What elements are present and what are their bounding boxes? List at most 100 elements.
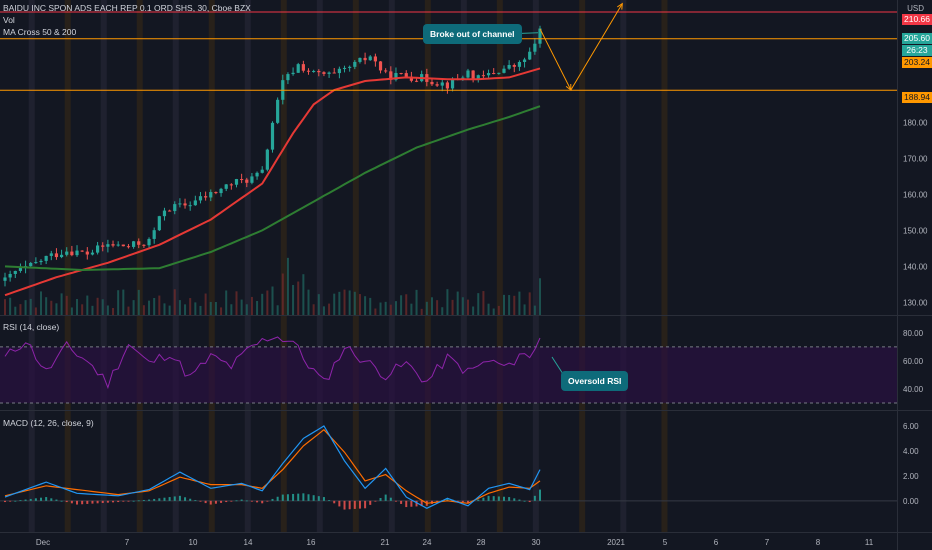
- volume-bar: [266, 290, 269, 315]
- volume-bar: [518, 291, 521, 315]
- macd-hist-bar: [137, 500, 140, 502]
- macd-hist-bar: [9, 500, 12, 502]
- candle-body: [70, 251, 74, 256]
- macd-hist-bar: [209, 500, 212, 505]
- session-band: [620, 0, 627, 532]
- time-tick-label: Dec: [36, 538, 50, 547]
- volume-bar: [364, 296, 367, 315]
- price-tick-label: 180.00: [903, 118, 928, 127]
- time-tick-label: 21: [381, 538, 390, 547]
- ma-cross-legend[interactable]: MA Cross 50 & 200: [3, 27, 77, 37]
- macd-hist-bar: [322, 497, 325, 501]
- volume-legend[interactable]: Vol: [3, 15, 15, 25]
- volume-bar: [307, 289, 310, 315]
- volume-bar: [528, 292, 531, 315]
- macd-hist-bar: [240, 499, 243, 501]
- candle-body: [18, 267, 23, 271]
- volume-bar: [163, 303, 166, 315]
- volume-bar: [14, 306, 17, 315]
- candle-body: [538, 28, 542, 44]
- volume-bar: [482, 291, 485, 315]
- volume-bar: [24, 300, 27, 315]
- volume-bar: [333, 293, 336, 315]
- volume-bar: [29, 298, 32, 315]
- macd-hist-bar: [477, 499, 480, 501]
- candle-body: [147, 238, 151, 246]
- macd-hist-bar: [343, 500, 346, 510]
- macd-hist-bar: [369, 500, 372, 505]
- macd-tick-label: 0.00: [903, 497, 919, 506]
- volume-bar: [276, 305, 279, 315]
- session-band: [64, 0, 71, 532]
- candle-body: [414, 80, 419, 82]
- volume-bar: [358, 294, 361, 315]
- candle-body: [373, 56, 377, 62]
- volume-bar: [369, 297, 372, 315]
- candle-body: [80, 250, 84, 252]
- breakout-annotation[interactable]: Broke out of channel: [423, 24, 522, 44]
- candle-body: [265, 149, 269, 170]
- candle-body: [445, 82, 450, 89]
- volume-bar: [245, 304, 248, 315]
- session-band: [424, 0, 431, 532]
- candle-body: [116, 244, 120, 246]
- candle-body: [353, 61, 357, 67]
- volume-bar: [261, 293, 264, 315]
- candle-body: [29, 262, 33, 267]
- time-tick-label: 30: [532, 538, 541, 547]
- last-price-tag: 205.60: [902, 33, 932, 44]
- candle-body: [132, 241, 136, 247]
- macd-hist-bar: [533, 495, 536, 501]
- candle-body: [3, 277, 7, 281]
- rsi-annotation[interactable]: Oversold RSI: [561, 371, 629, 391]
- candle-body: [486, 73, 491, 76]
- candle-body: [65, 251, 69, 255]
- candle-body: [204, 196, 208, 198]
- candle-body: [399, 72, 403, 74]
- macd-hist-bar: [148, 499, 151, 501]
- volume-bar: [523, 304, 526, 315]
- volume-bar: [117, 290, 120, 315]
- macd-legend[interactable]: MACD (12, 26, close, 9): [3, 418, 94, 428]
- volume-bar: [436, 300, 439, 315]
- volume-bar: [235, 291, 238, 315]
- support-price-tag: 188.94: [902, 92, 932, 103]
- session-band: [352, 0, 359, 532]
- volume-bar: [225, 290, 228, 315]
- volume-bar: [400, 295, 403, 315]
- volume-bar: [394, 301, 397, 315]
- macd-hist-bar: [394, 500, 397, 502]
- price-tick-label: 150.00: [903, 226, 928, 235]
- volume-bar: [348, 290, 351, 315]
- time-tick-label: 2021: [607, 538, 625, 547]
- macd-hist-bar: [539, 489, 541, 501]
- macd-hist-bar: [60, 500, 63, 502]
- macd-hist-bar: [127, 500, 130, 502]
- macd-hist-bar: [106, 500, 109, 503]
- macd-hist-bar: [70, 500, 73, 504]
- candle-body: [322, 72, 326, 74]
- volume-bar: [415, 289, 418, 315]
- ma50-line: [4, 67, 541, 297]
- candle-body: [157, 216, 161, 231]
- rsi-legend[interactable]: RSI (14, close): [3, 322, 60, 332]
- candle-body: [409, 76, 413, 81]
- macd-hist-bar: [333, 500, 336, 504]
- volume-bar: [441, 307, 444, 315]
- candle-body: [286, 74, 290, 81]
- session-band: [661, 0, 668, 532]
- volume-bar: [168, 305, 171, 315]
- macd-hist-bar: [214, 500, 217, 504]
- time-tick-label: 7: [125, 538, 130, 547]
- symbol-legend[interactable]: BAIDU INC SPON ADS EACH REP 0.1 ORD SHS,…: [3, 3, 251, 13]
- macd-hist-bar: [14, 500, 17, 502]
- candle-body: [193, 200, 197, 206]
- macd-hist-bar: [436, 500, 439, 503]
- volume-bar: [281, 273, 284, 315]
- volume-bar: [209, 301, 212, 315]
- signal-line: [4, 428, 541, 504]
- time-tick-label: 7: [765, 538, 770, 547]
- macd-hist-bar: [271, 498, 274, 501]
- macd-tick-label: 4.00: [903, 447, 919, 456]
